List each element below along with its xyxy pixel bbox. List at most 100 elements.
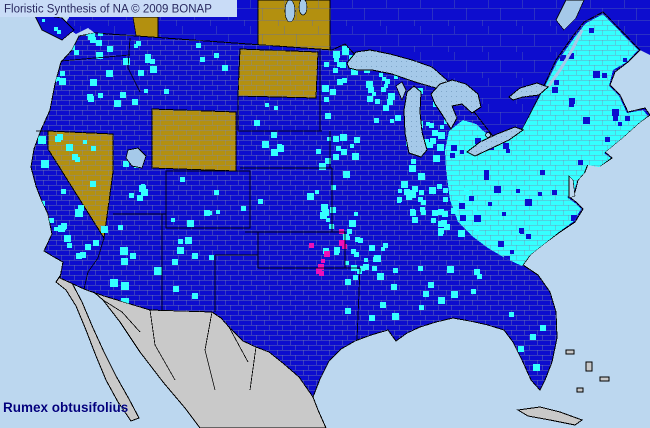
county-block bbox=[552, 87, 558, 93]
county-block bbox=[118, 225, 123, 230]
county-block bbox=[438, 209, 444, 215]
county-block bbox=[438, 297, 445, 304]
county-block bbox=[360, 266, 365, 271]
county-block bbox=[333, 51, 340, 58]
county-block bbox=[342, 46, 347, 51]
county-block bbox=[345, 279, 351, 285]
county-block bbox=[363, 264, 369, 270]
county-block bbox=[484, 175, 489, 180]
county-block bbox=[66, 144, 73, 151]
county-block bbox=[471, 289, 476, 294]
county-block bbox=[444, 224, 450, 230]
county-block bbox=[333, 136, 339, 142]
county-block bbox=[387, 99, 393, 105]
county-block bbox=[54, 227, 58, 231]
county-block bbox=[538, 192, 542, 196]
county-block bbox=[421, 200, 426, 205]
county-block bbox=[138, 70, 144, 76]
county-block bbox=[443, 188, 448, 193]
county-block bbox=[423, 291, 429, 297]
county-block bbox=[54, 27, 58, 31]
county-block bbox=[59, 78, 66, 85]
county-block bbox=[438, 221, 444, 227]
county-block bbox=[342, 78, 347, 83]
county-block bbox=[383, 243, 388, 248]
st-lawrence-estuary bbox=[555, 0, 585, 31]
county-block bbox=[394, 75, 398, 79]
county-block bbox=[187, 220, 194, 227]
county-block bbox=[349, 220, 356, 227]
county-block bbox=[38, 136, 46, 144]
county-block bbox=[375, 99, 380, 104]
county-block bbox=[354, 137, 360, 143]
county-block bbox=[460, 215, 466, 221]
county-block bbox=[96, 40, 102, 46]
county-block bbox=[605, 137, 610, 142]
county-block bbox=[173, 286, 179, 292]
county-block bbox=[322, 85, 329, 92]
county-block bbox=[526, 234, 531, 239]
county-block bbox=[145, 54, 151, 60]
county-block bbox=[432, 210, 438, 216]
county-block bbox=[623, 58, 627, 62]
county-block bbox=[502, 212, 506, 216]
county-block bbox=[120, 247, 128, 255]
county-block bbox=[164, 89, 169, 94]
county-block bbox=[372, 92, 376, 96]
county-block bbox=[450, 153, 455, 158]
county-block bbox=[474, 215, 481, 222]
county-block bbox=[518, 346, 524, 352]
county-block bbox=[62, 226, 66, 230]
county-block bbox=[214, 190, 219, 195]
county-block bbox=[381, 247, 385, 251]
county-block bbox=[469, 196, 474, 201]
county-block bbox=[41, 160, 49, 168]
county-block bbox=[451, 145, 457, 151]
county-block bbox=[325, 158, 331, 164]
county-block bbox=[466, 192, 470, 196]
county-block bbox=[418, 173, 425, 180]
county-block bbox=[88, 33, 95, 40]
county-block bbox=[354, 252, 359, 257]
title-bar-bg bbox=[0, 0, 237, 17]
county-block bbox=[437, 144, 444, 151]
county-block bbox=[458, 230, 465, 237]
county-block bbox=[91, 146, 96, 151]
county-block bbox=[74, 50, 79, 55]
county-block bbox=[401, 181, 408, 188]
county-block bbox=[216, 210, 220, 214]
county-block bbox=[494, 186, 501, 193]
county-block bbox=[319, 163, 326, 170]
county-block bbox=[379, 73, 383, 77]
county-block bbox=[318, 264, 324, 270]
county-block bbox=[419, 305, 424, 310]
county-block bbox=[132, 99, 138, 105]
county-block bbox=[326, 218, 330, 222]
county-block bbox=[520, 230, 524, 234]
county-block bbox=[339, 240, 345, 246]
county-block bbox=[350, 144, 354, 148]
county-block bbox=[410, 209, 415, 214]
county-block bbox=[67, 243, 72, 248]
county-block bbox=[395, 115, 401, 121]
county-block bbox=[374, 118, 379, 123]
county-block bbox=[477, 274, 482, 279]
county-block bbox=[141, 189, 148, 196]
county-block bbox=[56, 77, 60, 81]
county-block bbox=[474, 226, 479, 231]
county-block bbox=[145, 58, 150, 63]
county-block bbox=[345, 308, 351, 314]
county-block bbox=[618, 122, 622, 126]
county-block bbox=[372, 266, 377, 271]
county-block bbox=[340, 134, 347, 141]
county-block bbox=[110, 279, 118, 287]
county-block bbox=[421, 210, 426, 215]
county-block bbox=[418, 197, 423, 202]
county-block bbox=[130, 253, 136, 259]
county-block bbox=[178, 239, 183, 244]
county-block bbox=[451, 208, 457, 214]
county-block bbox=[150, 59, 155, 64]
county-block bbox=[337, 79, 343, 85]
county-block bbox=[325, 113, 331, 119]
